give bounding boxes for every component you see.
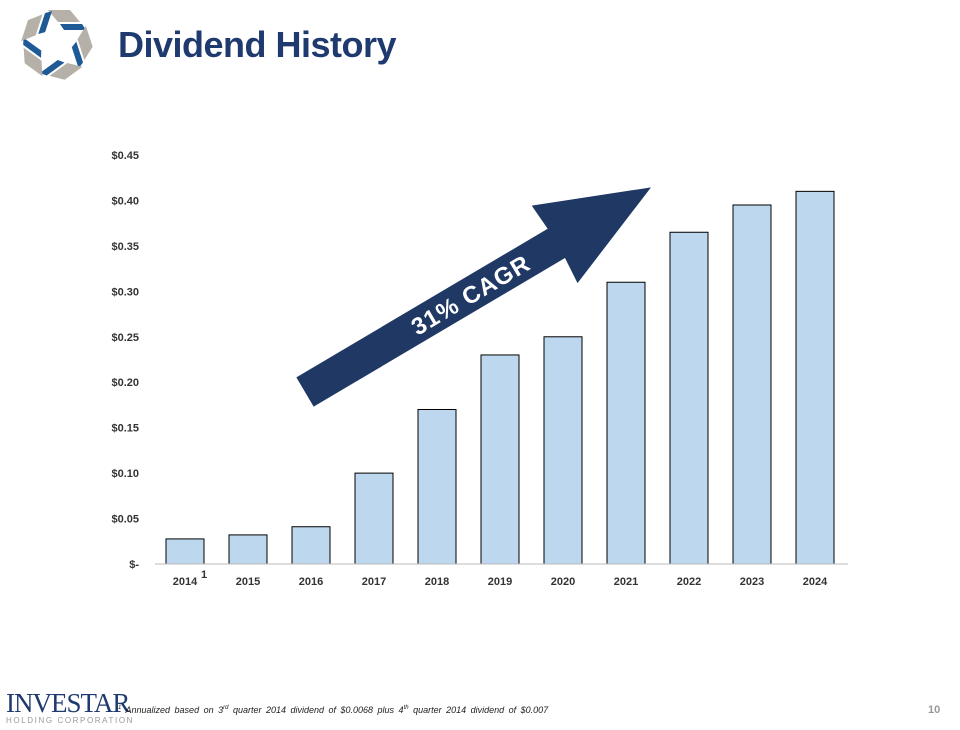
y-tick-label: $0.45 — [111, 150, 139, 162]
x-tick-label: 2021 — [614, 576, 638, 588]
y-tick-label: $0.15 — [111, 423, 139, 435]
x-tick-label: 2020 — [551, 576, 575, 588]
footnote-mark: 1 — [118, 705, 122, 711]
logo-subtitle: HOLDING CORPORATION — [6, 716, 135, 725]
y-tick-label: $0.20 — [111, 377, 139, 389]
footnote-sup: rd — [223, 705, 229, 711]
x-tick-label: 2016 — [299, 576, 323, 588]
bar-2016 — [291, 526, 331, 565]
investar-logo: INVESTAR HOLDING CORPORATION — [6, 688, 135, 726]
x-tick-label: 2019 — [488, 576, 512, 588]
logo-name: INVESTAR — [6, 688, 130, 718]
bar-2022 — [669, 231, 709, 565]
bars — [165, 190, 835, 565]
y-tick-label: $0.30 — [111, 286, 139, 298]
bar-2023 — [732, 204, 772, 565]
bar-2015 — [228, 534, 268, 565]
y-tick-label: $0.05 — [111, 514, 139, 526]
x-tick-label: 2015 — [236, 576, 260, 588]
x-tick-label: 2024 — [803, 576, 828, 588]
dividend-bar-chart: $- $0.05 $0.10 $0.15 $0.20 $0.25 $0.30 $0.35 $0.… — [111, 150, 848, 588]
footnote-text: quarter 2014 dividend of $0.007 — [408, 705, 549, 715]
x-tick-label: 2018 — [425, 576, 449, 588]
footnote-text: Annualized based on 3 — [125, 705, 224, 715]
bar-2019 — [480, 354, 520, 565]
footnote-sup: th — [403, 705, 409, 711]
bar-2020 — [543, 336, 583, 565]
y-tick-label: $0.40 — [111, 195, 139, 207]
y-tick-label: $0.25 — [111, 332, 139, 344]
x-tick-label: 2022 — [677, 576, 701, 588]
company-logo-icon — [11, 4, 98, 84]
footnote-text: quarter 2014 dividend of $0.0068 plus 4 — [228, 705, 404, 715]
bar-2014 — [165, 538, 205, 565]
y-tick-label: $0.10 — [111, 468, 139, 480]
bar-2021 — [606, 281, 646, 565]
page-title: Dividend History — [118, 24, 397, 65]
bar-2024 — [795, 190, 835, 565]
y-axis: $- $0.05 $0.10 $0.15 $0.20 $0.25 $0.30 $0.35 $0.… — [111, 150, 139, 571]
bar-2018 — [417, 408, 457, 565]
arrow-icon — [296, 187, 652, 407]
page-number: 10 — [928, 704, 941, 716]
cagr-label: 31% CAGR — [407, 250, 536, 341]
y-tick-label: $0.35 — [111, 241, 139, 253]
x-tick-superscript: 1 — [201, 569, 207, 581]
bar-2017 — [354, 472, 394, 565]
x-tick-label: 2023 — [740, 576, 764, 588]
y-tick-label: $- — [129, 559, 139, 571]
x-tick-label: 2014 — [173, 576, 198, 588]
x-tick-label: 2017 — [362, 576, 386, 588]
footnote: 1 Annualized based on 3rd quarter 2014 d… — [118, 705, 548, 715]
